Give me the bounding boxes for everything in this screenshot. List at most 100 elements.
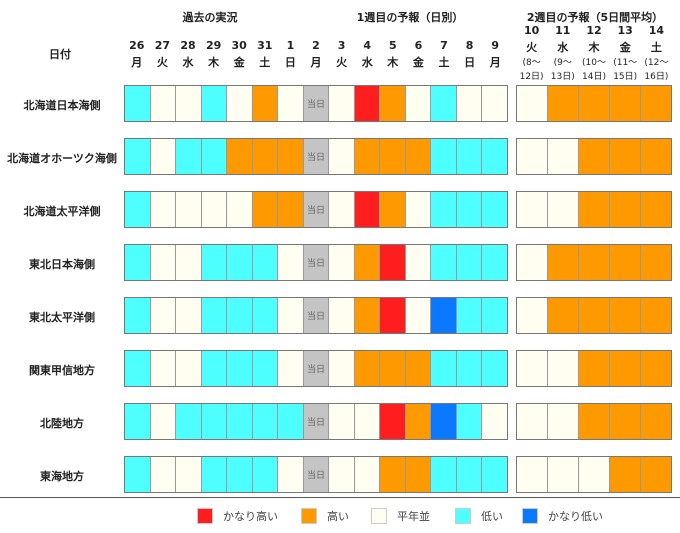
day-number: 13 bbox=[617, 24, 633, 37]
temperature-cell bbox=[252, 404, 279, 439]
week1-row: 当日 bbox=[124, 350, 508, 387]
temperature-cell bbox=[380, 457, 406, 492]
temperature-cell bbox=[548, 139, 579, 174]
temperature-cell bbox=[227, 139, 253, 174]
temperature-cell bbox=[641, 86, 671, 121]
temperature-cell bbox=[641, 404, 671, 439]
range-start: (10～ bbox=[582, 58, 606, 68]
temperature-cell bbox=[227, 457, 253, 492]
temperature-cell bbox=[610, 86, 641, 121]
temperature-cell bbox=[278, 192, 304, 227]
temperature-cell bbox=[176, 245, 202, 280]
temperature-cell bbox=[150, 457, 177, 492]
temperature-cell bbox=[380, 245, 406, 280]
weekday: 金 bbox=[619, 41, 631, 54]
legend-label: 高い bbox=[327, 510, 349, 523]
temperature-cell bbox=[354, 404, 381, 439]
temperature-cell bbox=[579, 86, 610, 121]
day-number: 8 bbox=[465, 39, 474, 52]
weekday: 土 bbox=[650, 41, 662, 54]
temperature-cell bbox=[610, 457, 641, 492]
day-number: 6 bbox=[414, 39, 423, 52]
week2-row bbox=[516, 456, 672, 493]
today-cell: 当日 bbox=[303, 351, 330, 386]
temperature-cell bbox=[610, 351, 641, 386]
week2-column-header: 12 木 (10～ 14日) bbox=[578, 22, 609, 84]
week2-column-header: 14 土 (12～ 16日) bbox=[641, 22, 672, 84]
temperature-cell bbox=[176, 298, 202, 333]
temperature-cell bbox=[252, 192, 279, 227]
temperature-cell bbox=[517, 457, 548, 492]
temperature-cell bbox=[579, 139, 610, 174]
week2-row bbox=[516, 403, 672, 440]
day-number: 26 bbox=[129, 39, 145, 52]
day-number: 31 bbox=[257, 39, 273, 52]
temperature-cell bbox=[517, 351, 548, 386]
weekday: 金 bbox=[233, 56, 245, 69]
weekday: 月 bbox=[131, 56, 143, 69]
temperature-cell bbox=[201, 457, 228, 492]
temperature-cell bbox=[227, 245, 253, 280]
region-label: 東海地方 bbox=[40, 470, 84, 483]
temperature-cell bbox=[405, 457, 432, 492]
weekday: 月 bbox=[489, 56, 501, 69]
today-label: 当日 bbox=[306, 418, 325, 428]
region-label: 東北太平洋側 bbox=[29, 311, 95, 324]
temperature-cell bbox=[482, 457, 507, 492]
temperature-cell bbox=[252, 351, 279, 386]
temperature-cell bbox=[176, 457, 202, 492]
temperature-cell bbox=[252, 86, 279, 121]
temperature-cell bbox=[329, 139, 355, 174]
weekday: 日 bbox=[284, 56, 296, 69]
today-label: 当日 bbox=[306, 312, 325, 322]
day-number: 7 bbox=[440, 39, 448, 52]
weekday: 火 bbox=[156, 56, 168, 69]
temperature-cell bbox=[278, 351, 304, 386]
today-label: 当日 bbox=[306, 471, 325, 481]
temperature-cell bbox=[482, 139, 507, 174]
week2-column-header: 10 火 (8～ 12日) bbox=[516, 22, 547, 84]
temperature-cell bbox=[641, 245, 671, 280]
legend-item: 平年並 bbox=[371, 508, 430, 524]
weekday: 水 bbox=[182, 56, 194, 69]
week1-row: 当日 bbox=[124, 297, 508, 334]
temperature-cell bbox=[456, 298, 483, 333]
temperature-cell bbox=[354, 86, 381, 121]
legend-swatch bbox=[197, 508, 213, 524]
date-column-header: 31 土 bbox=[252, 37, 278, 71]
legend-swatch bbox=[455, 508, 471, 524]
range-end: 16日) bbox=[644, 72, 669, 82]
temperature-cell bbox=[380, 192, 406, 227]
day-number: 4 bbox=[363, 39, 372, 52]
legend: かなり高い 高い 平年並 低い かなり低い bbox=[0, 497, 680, 533]
temperature-cell bbox=[579, 404, 610, 439]
legend-label: 平年並 bbox=[397, 510, 430, 523]
temperature-cell bbox=[641, 139, 671, 174]
temperature-cell bbox=[482, 192, 507, 227]
temperature-cell bbox=[456, 245, 483, 280]
temperature-cell bbox=[482, 351, 507, 386]
temperature-cell bbox=[278, 139, 304, 174]
temperature-cell bbox=[517, 86, 548, 121]
temperature-cell bbox=[354, 351, 381, 386]
date-label: 日付 bbox=[49, 48, 71, 61]
temperature-cell bbox=[252, 298, 279, 333]
temperature-cell bbox=[405, 86, 432, 121]
temperature-cell bbox=[354, 139, 381, 174]
today-cell: 当日 bbox=[303, 139, 330, 174]
temperature-cell bbox=[150, 245, 177, 280]
day-number: 5 bbox=[388, 39, 397, 52]
temperature-cell bbox=[405, 298, 432, 333]
temperature-cell bbox=[252, 457, 279, 492]
temperature-cell bbox=[278, 86, 304, 121]
range-start: (11～ bbox=[613, 58, 638, 68]
temperature-cell bbox=[548, 86, 579, 121]
temperature-cell bbox=[150, 86, 177, 121]
temperature-cell bbox=[482, 86, 507, 121]
weekday: 月 bbox=[310, 56, 322, 69]
temperature-cell bbox=[548, 457, 579, 492]
temperature-cell bbox=[610, 298, 641, 333]
temperature-cell bbox=[150, 139, 177, 174]
